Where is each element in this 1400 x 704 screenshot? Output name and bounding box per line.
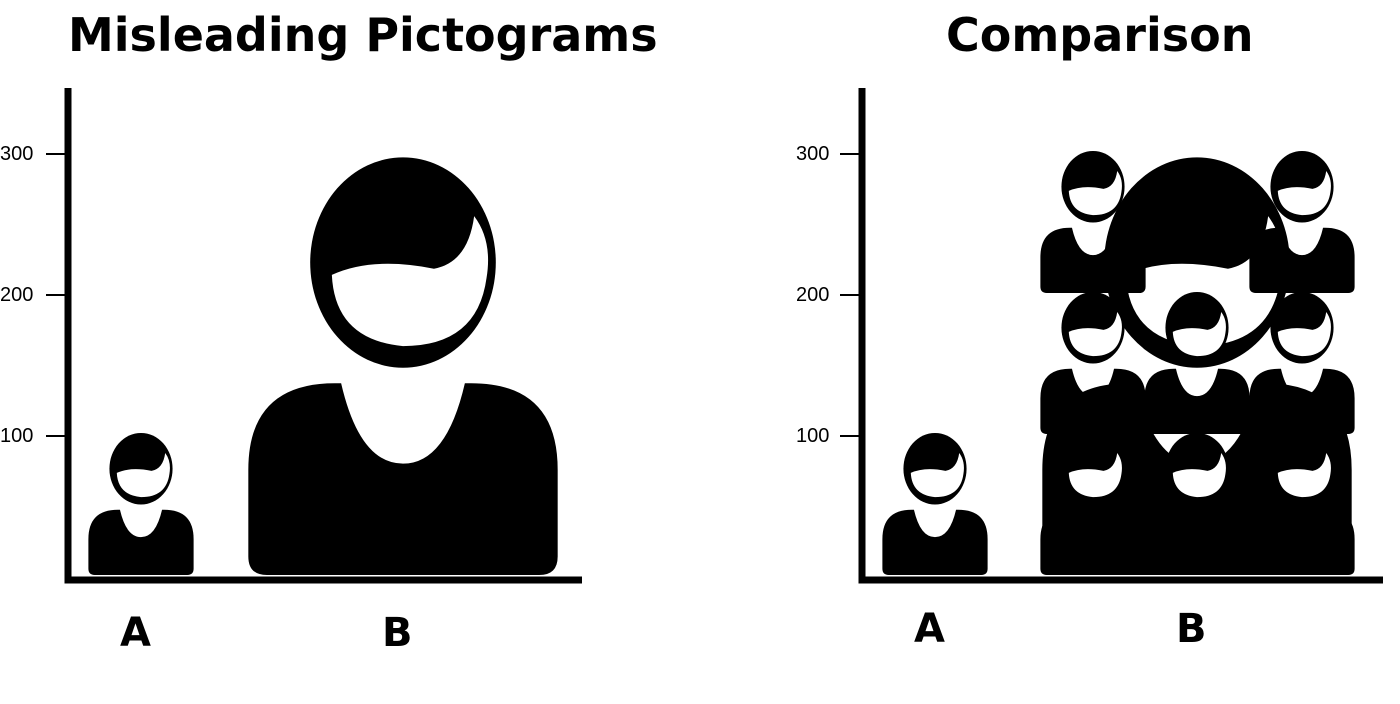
left-chart-title: Misleading Pictograms bbox=[68, 8, 658, 62]
right-b-unit-person-icon-8 bbox=[1249, 150, 1355, 293]
right-category-b: B bbox=[1176, 606, 1207, 652]
right-b-unit-person-icon-4 bbox=[1040, 291, 1146, 434]
left-ytick-100: 100 bbox=[0, 425, 34, 447]
right-b-unit-person-icon-3 bbox=[1249, 432, 1355, 575]
right-b-unit-person-icon-6 bbox=[1249, 291, 1355, 434]
left-ytick-200: 200 bbox=[0, 284, 34, 306]
right-ytick-200: 200 bbox=[796, 284, 830, 306]
right-b-unit-person-icon-7 bbox=[1040, 150, 1146, 293]
left-ytick-300: 300 bbox=[0, 143, 34, 165]
right-ytick-100: 100 bbox=[796, 425, 830, 447]
left-a-person-icon bbox=[88, 432, 194, 575]
right-b-unit-person-icon-5 bbox=[1144, 291, 1250, 434]
right-category-a: A bbox=[914, 606, 945, 652]
right-a-person-icon bbox=[882, 432, 988, 575]
right-b-unit-person-icon-1 bbox=[1040, 432, 1146, 575]
left-category-b: B bbox=[382, 610, 413, 656]
left-b-big-person-icon bbox=[248, 157, 558, 575]
right-ytick-300: 300 bbox=[796, 143, 830, 165]
right-b-unit-person-icon-2 bbox=[1144, 432, 1250, 575]
left-category-a: A bbox=[120, 610, 151, 656]
right-chart-title: Comparison bbox=[946, 8, 1254, 62]
